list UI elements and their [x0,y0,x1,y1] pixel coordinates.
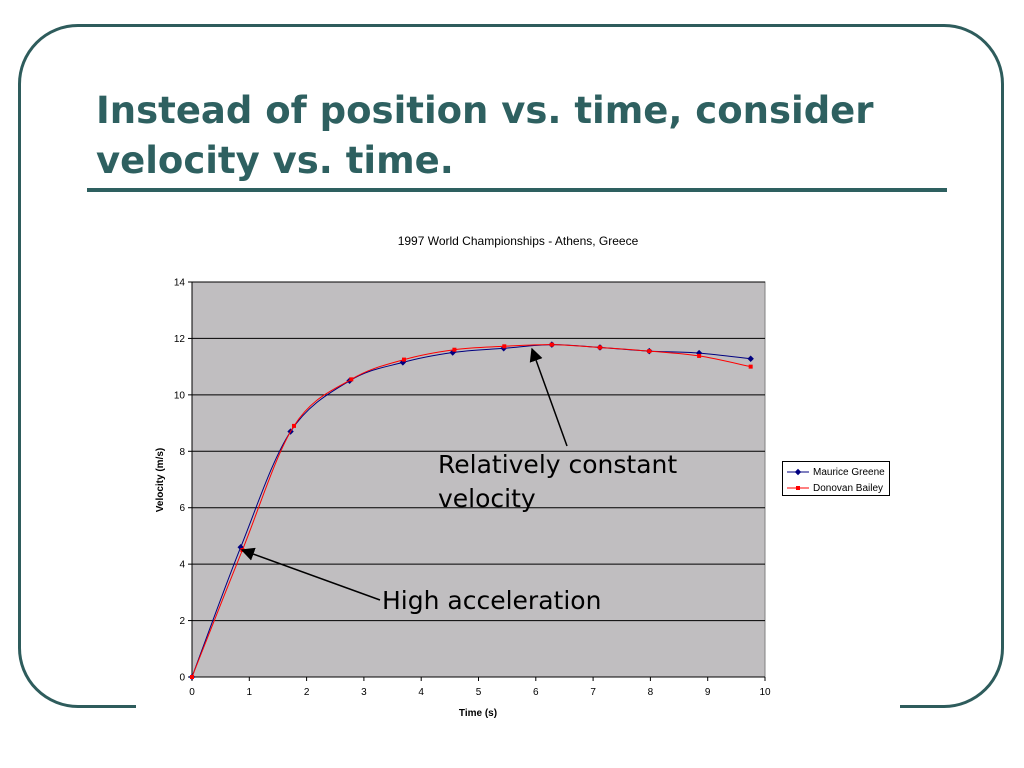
point-donovan-bailey-2 [291,423,296,428]
point-donovan-bailey-10 [697,353,702,358]
y-axis-label: Velocity (m/s) [155,448,166,512]
x-tick-label-3: 3 [361,687,367,698]
point-donovan-bailey-11 [748,364,753,369]
grid-lines [192,281,765,622]
x-tick-label-9: 9 [705,687,711,698]
chart-legend: Maurice Greene Donovan Bailey [782,461,890,496]
y-tick-label-0: 0 [179,673,185,684]
annotation-high-acceleration: High acceleration [382,586,602,615]
point-donovan-bailey-5 [452,347,457,352]
x-tick-label-0: 0 [189,687,195,698]
y-tick-label-10: 10 [174,390,186,401]
x-tick-label-1: 1 [247,687,253,698]
high-acceleration-arrow [240,547,381,601]
annotation-constant-line2: velocity [438,484,536,513]
legend-swatch-bailey [787,486,809,490]
title-rule [87,188,947,192]
point-donovan-bailey-9 [647,349,652,354]
annotation-relatively-constant-velocity: Relatively constant velocity [438,448,677,516]
y-tick-label-4: 4 [179,560,185,571]
annotation-constant-line1: Relatively constant [438,450,678,479]
legend-swatch-greene [787,468,809,476]
y-tick-label-14: 14 [174,278,186,289]
legend-item-greene: Maurice Greene [787,465,885,479]
series-lines [188,341,754,681]
point-donovan-bailey-8 [597,345,602,350]
point-donovan-bailey-7 [549,342,554,347]
chart-title: 1997 World Championships - Athens, Greec… [398,234,639,248]
x-axis-label: Time (s) [459,708,497,719]
constant-velocity-arrow [529,347,568,447]
point-donovan-bailey-0 [190,675,194,679]
y-tick-label-6: 6 [179,503,185,514]
x-tick-label-4: 4 [418,687,424,698]
x-tick-label-8: 8 [648,687,654,698]
point-donovan-bailey-3 [349,377,354,382]
x-tick-label-6: 6 [533,687,539,698]
slide-title: Instead of position vs. time, consider v… [96,89,874,182]
point-maurice-greene-11 [747,355,754,362]
frame-gap [136,700,900,716]
legend-label-bailey: Donovan Bailey [813,482,884,494]
y-tick-label-12: 12 [174,334,186,345]
x-tick-label-7: 7 [590,687,596,698]
x-tick-label-2: 2 [304,687,310,698]
legend-item-bailey: Donovan Bailey [787,481,883,495]
legend-label-greene: Maurice Greene [813,466,885,478]
y-tick-label-2: 2 [179,616,185,627]
y-tick-label-8: 8 [179,447,185,458]
point-donovan-bailey-4 [402,357,407,362]
point-donovan-bailey-6 [502,344,507,349]
point-maurice-greene-1 [237,544,244,551]
x-tick-label-5: 5 [476,687,482,698]
x-tick-label-10: 10 [759,687,771,698]
